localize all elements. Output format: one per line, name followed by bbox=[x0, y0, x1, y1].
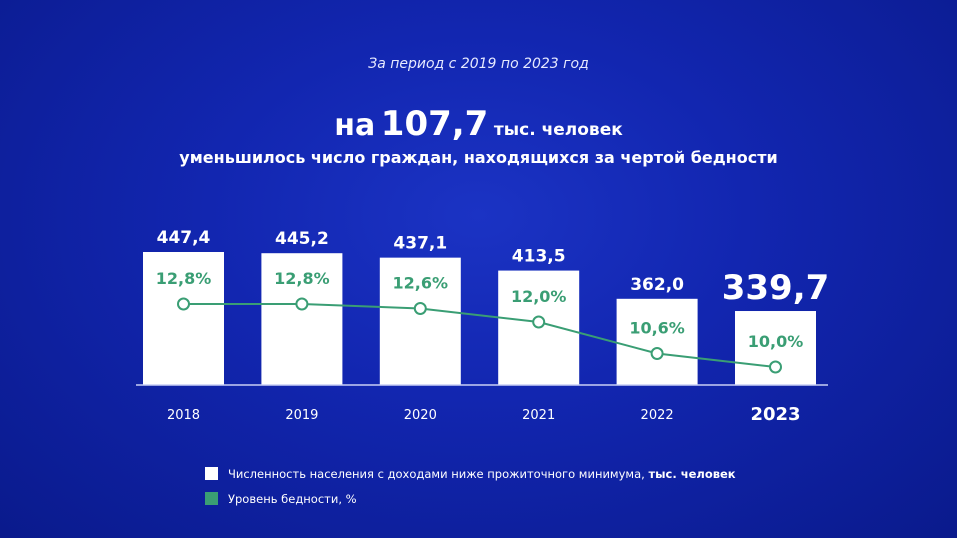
headline-number: 107,7 bbox=[380, 104, 489, 144]
poverty-point-2018 bbox=[177, 297, 190, 311]
poverty-point-2020 bbox=[413, 302, 427, 315]
poverty-point-2019 bbox=[295, 297, 309, 311]
x-tick-label-2023: 2023 bbox=[750, 404, 800, 425]
legend-item-line: Уровень бедности, % bbox=[205, 492, 357, 506]
bar-value-label-2023: 339,7 bbox=[722, 268, 830, 308]
bar-2020 bbox=[379, 257, 461, 385]
x-tick-label-2020: 2020 bbox=[404, 408, 437, 423]
legend-item-bars: Численность населения с доходами ниже пр… bbox=[205, 467, 736, 481]
x-tick-label-2021: 2021 bbox=[522, 408, 555, 423]
poverty-label-2018: 12,8% bbox=[156, 269, 212, 288]
bar-value-label-2021: 413,5 bbox=[512, 247, 566, 267]
bar-2019 bbox=[261, 253, 343, 385]
x-tick-label-2019: 2019 bbox=[285, 408, 318, 423]
bar-value-label-2022: 362,0 bbox=[630, 275, 684, 295]
x-tick-label-2022: 2022 bbox=[641, 408, 674, 423]
period-subtitle: За период с 2019 по 2023 год bbox=[368, 56, 589, 72]
poverty-label-2023: 10,0% bbox=[748, 332, 804, 351]
headline-unit: тыс. человек bbox=[493, 120, 623, 140]
bar-value-label-2020: 437,1 bbox=[393, 234, 447, 254]
legend-swatch-green bbox=[205, 492, 218, 505]
headline: на 107,7 тыс. человек bbox=[0, 104, 957, 144]
legend-swatch-white bbox=[205, 467, 218, 480]
bar-2018 bbox=[143, 252, 224, 385]
poverty-label-2020: 12,6% bbox=[393, 274, 449, 293]
legend-bar-text: Численность населения с доходами ниже пр… bbox=[228, 467, 649, 481]
headline-line2: уменьшилось число граждан, находящихся з… bbox=[179, 148, 778, 167]
bar-value-label-2019: 445,2 bbox=[275, 229, 329, 249]
poverty-label-2021: 12,0% bbox=[511, 287, 567, 306]
poverty-label-2022: 10,6% bbox=[629, 319, 685, 338]
poverty-point-2023 bbox=[769, 360, 782, 374]
bar-value-label-2018: 447,4 bbox=[157, 228, 211, 248]
poverty-point-2021 bbox=[532, 315, 546, 329]
legend-bar-unit: тыс. человек bbox=[648, 467, 736, 481]
poverty-label-2019: 12,8% bbox=[274, 269, 330, 288]
bar-2022 bbox=[616, 298, 698, 385]
headline-prefix: на bbox=[334, 108, 376, 143]
poverty-point-2022 bbox=[650, 347, 664, 360]
legend-line-text: Уровень бедности, % bbox=[228, 492, 357, 506]
poverty-rate-line bbox=[183, 303, 776, 368]
x-tick-label-2018: 2018 bbox=[167, 408, 200, 423]
